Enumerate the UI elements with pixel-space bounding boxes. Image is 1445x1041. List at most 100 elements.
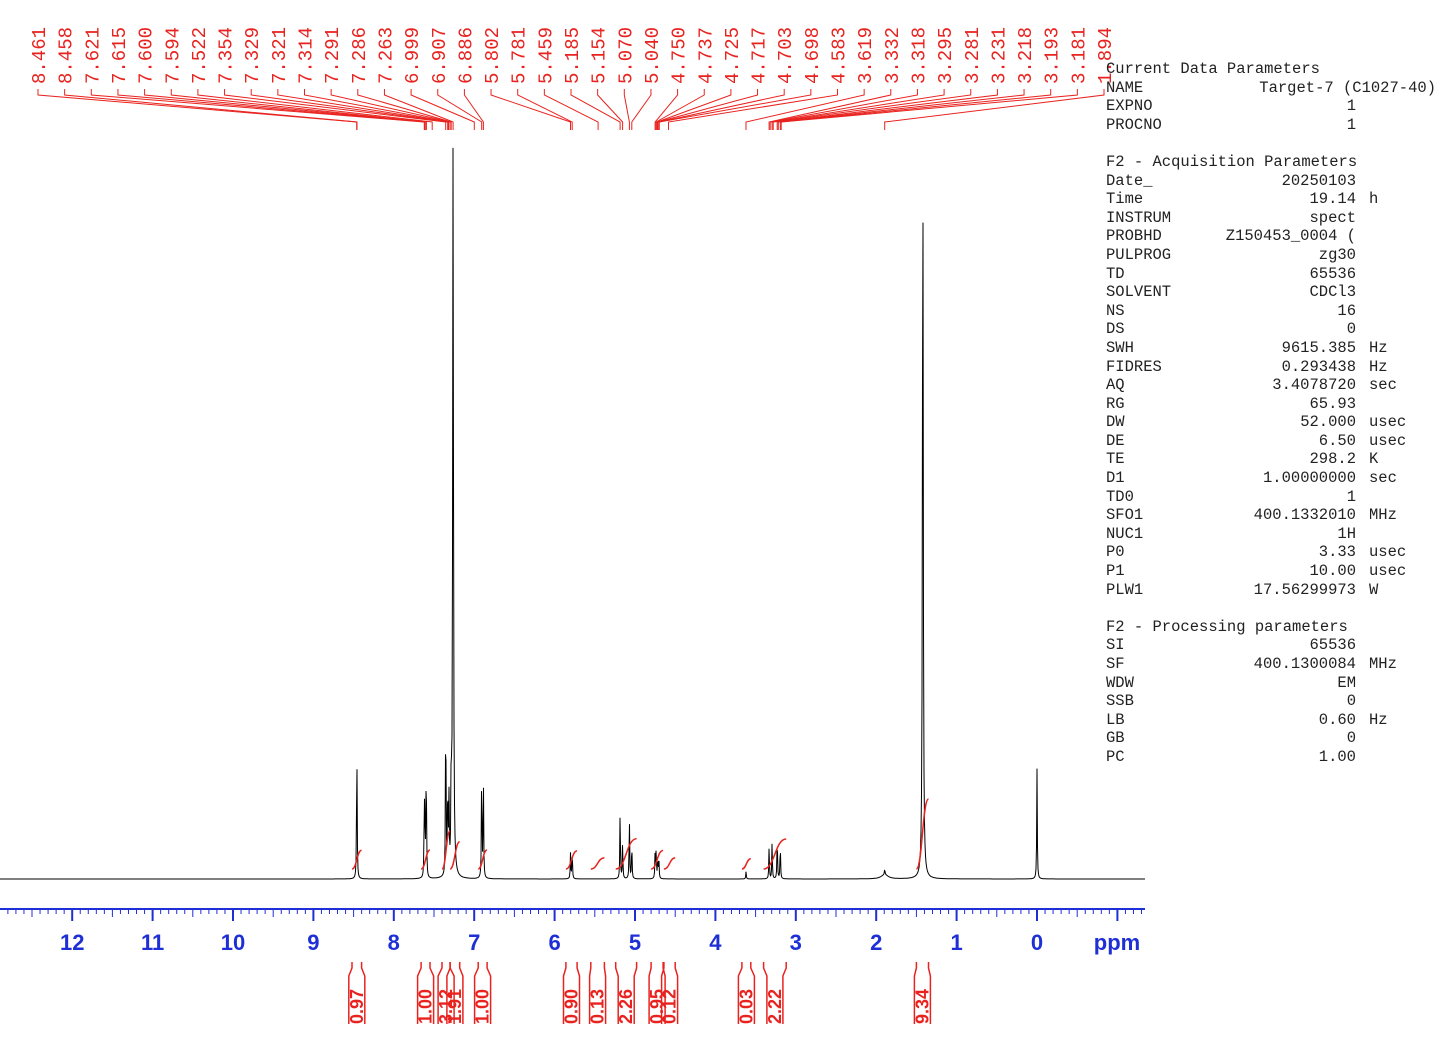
integral-value: 1.91	[445, 989, 465, 1024]
parameter-value: 1.00	[1318, 747, 1356, 766]
parameter-name: NS	[1106, 301, 1125, 320]
peak-connector	[543, 89, 599, 130]
integral-curve	[663, 857, 676, 870]
parameter-value: 17.56299973	[1253, 580, 1356, 599]
peak-connector	[745, 89, 865, 130]
parameter-value: 1	[1346, 97, 1356, 116]
parameter-section-title: F2 - Acquisition Parameters	[1106, 152, 1358, 171]
parameter-row: TD0 1	[1106, 488, 1436, 507]
peak-connector	[658, 89, 812, 130]
parameter-name: TD	[1106, 264, 1125, 283]
peak-connector	[277, 89, 449, 130]
integral-curve	[615, 837, 637, 870]
x-tick-label: 10	[221, 930, 245, 955]
peak-connector	[777, 89, 1025, 130]
peak-label: 5.781	[509, 27, 531, 84]
peak-label: 4.717	[749, 27, 771, 84]
parameter-row: SF 400.1300084 MHz	[1106, 655, 1436, 674]
parameter-section-title: Current Data Parameters	[1106, 60, 1320, 78]
peak-connector	[623, 89, 630, 130]
integral-curve	[351, 849, 362, 870]
parameter-row: TE 298.2 K	[1106, 450, 1436, 469]
peak-label: 7.314	[296, 27, 318, 84]
parameter-row: DW 52.000 usec	[1106, 413, 1436, 432]
parameter-row: GB 0	[1106, 729, 1436, 748]
parameter-name: PLW1	[1106, 580, 1144, 599]
integral-curves-layer	[351, 798, 930, 870]
parameter-value: 6.50	[1318, 431, 1356, 450]
peak-label: 4.698	[802, 27, 824, 84]
x-tick-label: 7	[468, 930, 480, 955]
parameter-name: D1	[1106, 469, 1125, 488]
parameter-value: EM	[1337, 673, 1356, 692]
peak-label: 4.737	[695, 27, 717, 84]
integral-value: 3.12	[436, 989, 456, 1024]
parameter-row: Date_ 20250103	[1106, 172, 1436, 191]
x-tick-label: 5	[629, 930, 641, 955]
parameter-name: WDW	[1106, 673, 1134, 692]
parameter-row: WDW EM	[1106, 674, 1436, 693]
parameter-unit: usec	[1369, 543, 1407, 562]
peak-label: 3.281	[962, 27, 984, 84]
peak-label: 8.458	[56, 27, 78, 84]
integral-value: 0.90	[562, 989, 582, 1024]
x-axis-label: ppm	[1094, 930, 1140, 955]
parameter-value: 400.1300084	[1253, 655, 1356, 673]
parameter-name: SF	[1106, 655, 1125, 673]
parameter-value: 0	[1346, 320, 1356, 339]
integral-bracket	[913, 962, 932, 1024]
parameter-unit: usec	[1369, 562, 1407, 581]
parameter-value: Target-7 (C1027-40)	[1259, 78, 1436, 97]
parameter-unit: usec	[1369, 413, 1407, 432]
peak-label: 4.750	[669, 27, 691, 84]
parameter-name: P1	[1106, 562, 1125, 581]
peak-connector	[631, 89, 652, 130]
peak-connector	[357, 89, 452, 130]
x-axis: 31211109876543210ppm	[0, 908, 1145, 955]
parameter-row: SI 65536	[1106, 636, 1436, 655]
parameter-name: DS	[1106, 320, 1125, 339]
integral-curve	[477, 849, 488, 870]
parameter-name: PC	[1106, 747, 1125, 766]
parameter-row: SWH 9615.385 Hz	[1106, 339, 1436, 358]
peak-label: 4.583	[829, 27, 851, 84]
peak-label: 5.040	[642, 27, 664, 84]
peak-connector	[771, 89, 945, 130]
parameter-name: SSB	[1106, 692, 1134, 711]
integral-value: 0.97	[347, 989, 367, 1024]
parameter-row: PROCNO 1	[1106, 116, 1436, 135]
peak-label: 7.621	[82, 27, 104, 84]
parameter-value: 3.33	[1318, 543, 1356, 562]
parameter-name: FIDRES	[1106, 357, 1162, 376]
parameter-value: 0.293438	[1281, 357, 1356, 376]
integral-bracket	[660, 962, 679, 1024]
peak-connector	[656, 89, 732, 130]
peak-label: 3.218	[1015, 27, 1037, 84]
parameter-name: TE	[1106, 450, 1125, 469]
parameter-unit: K	[1369, 450, 1379, 469]
peak-label: 3.295	[935, 27, 957, 84]
integral-value: 9.34	[912, 989, 932, 1024]
parameter-row: P1 10.00 usec	[1106, 562, 1436, 581]
parameter-row: D1 1.00000000 sec	[1106, 469, 1436, 488]
parameter-value: 1H	[1337, 524, 1356, 543]
integral-bracket	[473, 962, 492, 1024]
peak-label: 7.263	[375, 27, 397, 84]
x-tick-label: 2	[870, 930, 882, 955]
parameter-name: SFO1	[1106, 506, 1144, 525]
integral-value: 0.12	[660, 989, 680, 1024]
integral-curve	[741, 857, 752, 870]
x-tick-label: 0	[1031, 930, 1043, 955]
peak-label: 3.619	[855, 27, 877, 84]
peak-connector	[657, 89, 759, 130]
integral-bracket	[416, 962, 435, 1024]
parameter-value: 65536	[1309, 636, 1356, 655]
parameter-row: NS 16	[1106, 302, 1436, 321]
parameter-value: 20250103	[1281, 171, 1356, 190]
parameter-value: 298.2	[1309, 450, 1356, 469]
parameter-row: AQ 3.4078720 sec	[1106, 376, 1436, 395]
peak-label: 7.594	[162, 27, 184, 84]
parameter-row: DE 6.50 usec	[1106, 432, 1436, 451]
parameter-row: INSTRUM spect	[1106, 209, 1436, 228]
